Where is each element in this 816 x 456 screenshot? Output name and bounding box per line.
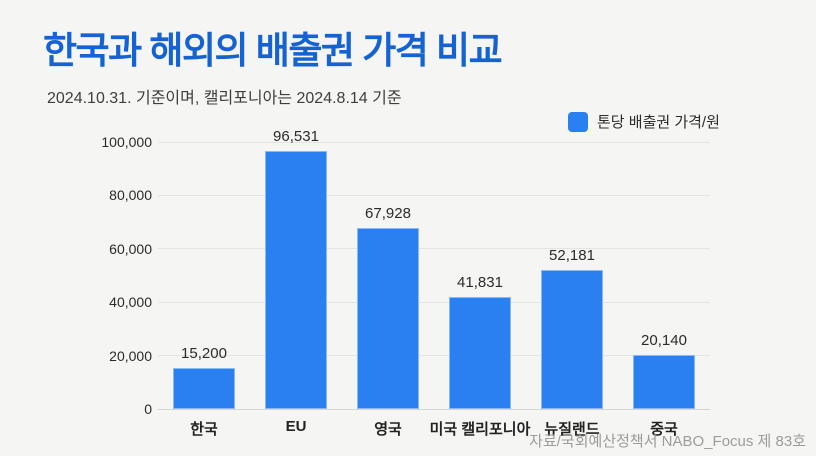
y-axis-tick-label: 100,000 (101, 134, 152, 150)
gridline (158, 248, 710, 250)
bar-chart: 0 20,000 40,000 60,000 80,000 100,000 15,200 한국… (101, 128, 710, 438)
x-axis-category-label: 뉴질랜드 (544, 421, 600, 438)
gridline (158, 141, 710, 143)
bar-value-label: 20,140 (641, 332, 687, 350)
legend-label: 톤당 배출권 가격/원 (597, 114, 720, 131)
legend-swatch-icon (568, 111, 588, 132)
gridline (158, 408, 710, 410)
bar-value-label: 41,831 (457, 274, 503, 292)
bar-value-label: 52,181 (549, 246, 595, 264)
gridline (158, 194, 710, 196)
chart-bar (265, 151, 327, 409)
y-axis-tick-label: 60,000 (109, 240, 152, 257)
page-title: 한국과 해외의 배출권 가격 비교 (43, 30, 503, 71)
chart-bar (449, 297, 511, 409)
bar-value-label: 15,200 (181, 345, 227, 363)
x-axis-category-label: 미국 캘리포니아 (429, 421, 531, 438)
x-axis-category-label: 영국 (374, 421, 402, 438)
y-axis-tick-label: 40,000 (109, 294, 152, 311)
chart-bar (173, 368, 235, 409)
chart-subtitle: 2024.10.31. 기준이며, 캘리포니아는 2024.8.14 기준 (47, 90, 402, 107)
source-note: 자료/국회예산정책서 NABO_Focus 제 83호 (529, 433, 806, 450)
y-axis-tick-label: 80,000 (109, 187, 152, 204)
x-axis-category-label: 중국 (650, 421, 678, 438)
chart-bar (633, 355, 695, 409)
y-axis-tick-label: 20,000 (109, 347, 152, 364)
gridline (158, 301, 710, 303)
chart-bar (357, 227, 419, 409)
x-axis-category-label: EU (285, 418, 307, 435)
bar-value-label: 67,928 (365, 204, 411, 222)
x-axis-category-label: 한국 (190, 421, 218, 438)
chart-bar (541, 269, 603, 409)
legend: 톤당 배출권 가격/원 (568, 111, 720, 132)
y-axis-tick-label: 0 (144, 401, 152, 417)
bar-value-label: 96,531 (273, 128, 319, 146)
gridline (158, 355, 710, 357)
